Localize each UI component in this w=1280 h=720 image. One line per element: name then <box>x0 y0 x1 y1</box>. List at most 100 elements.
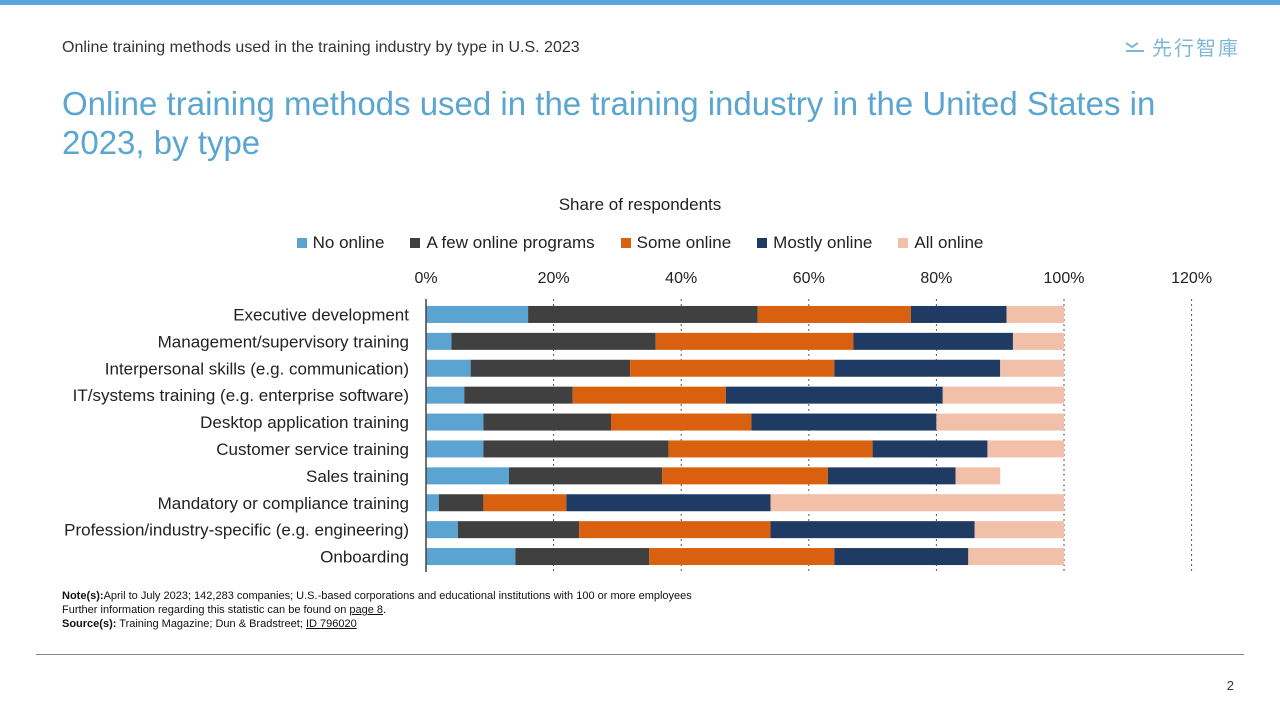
legend-item-a-few-online: A few online programs <box>410 233 595 253</box>
bar-segment <box>872 440 988 458</box>
bar-segment <box>668 440 873 458</box>
legend-swatch <box>620 238 631 248</box>
bar-segment <box>974 521 1064 539</box>
legend-item-no-online: No online <box>296 233 385 253</box>
page-title: Online training methods used in the trai… <box>62 85 1156 161</box>
source-line: Source(s): Training Magazine; Dun & Brad… <box>62 617 692 631</box>
notes-block: Note(s):April to July 2023; 142,283 comp… <box>62 589 692 631</box>
bar-segment <box>451 332 656 350</box>
legend-label: All online <box>914 233 984 252</box>
bar-segment <box>987 440 1064 458</box>
legend-swatch <box>410 238 421 248</box>
logo-text: 先行智庫 <box>1152 38 1240 60</box>
bottom-divider <box>36 654 1244 655</box>
bar-segment <box>853 332 1013 350</box>
legend-swatch <box>757 238 768 248</box>
source-text: Training Magazine; Dun & Bradstreet; <box>116 618 306 630</box>
bar-segment <box>483 440 669 458</box>
bar-segment <box>834 548 969 566</box>
legend-item-all-online: All online <box>898 233 983 253</box>
bar-segment <box>426 386 465 404</box>
further-text: Further information regarding this stati… <box>62 604 350 616</box>
bar-segment <box>508 467 663 485</box>
legend-label: No online <box>312 233 385 252</box>
x-tick-label: 0% <box>414 270 437 287</box>
bar-segment <box>827 467 956 485</box>
bar-segment <box>725 386 943 404</box>
page-number: 2 <box>1226 678 1234 693</box>
x-tick-label: 100% <box>1044 270 1085 287</box>
bar-segment <box>528 305 758 323</box>
bar-segment <box>942 386 1064 404</box>
bar-segment <box>426 521 458 539</box>
category-label: IT/systems training (e.g. enterprise sof… <box>73 386 409 405</box>
source-id-link[interactable]: ID 796020 <box>305 618 357 630</box>
x-tick-label: 80% <box>920 270 952 287</box>
bar-segment <box>457 521 580 539</box>
bar-segment <box>1012 332 1064 350</box>
bar-segment <box>483 413 612 431</box>
bar-segment <box>470 359 631 377</box>
bar-segment <box>426 305 529 323</box>
category-label: Management/supervisory training <box>158 332 409 351</box>
bar-segment <box>757 305 911 323</box>
brand-logo: 先行智庫 <box>1124 32 1240 61</box>
bar-segment <box>770 521 975 539</box>
legend-item-mostly-online: Mostly online <box>757 233 872 253</box>
further-end: . <box>383 604 387 616</box>
legend-label: A few online programs <box>426 233 595 252</box>
bar-segment <box>1006 305 1064 323</box>
bar-segment <box>426 359 471 377</box>
bar-segment <box>968 548 1064 566</box>
bar-segment <box>611 413 752 431</box>
legend-swatch <box>898 238 909 248</box>
bar-segment <box>515 548 650 566</box>
bar-segment <box>655 332 854 350</box>
page-subtitle: Online training methods used in the trai… <box>62 39 580 56</box>
bar-segment <box>910 305 1007 323</box>
bar-segment <box>1000 359 1064 377</box>
bar-segment <box>834 359 1001 377</box>
further-line: Further information regarding this stati… <box>62 603 692 617</box>
bar-segment <box>438 494 484 512</box>
category-label: Desktop application training <box>200 413 409 432</box>
bar-segment <box>426 440 484 458</box>
category-label: Profession/industry-specific (e.g. engin… <box>64 521 409 540</box>
category-label: Mandatory or compliance training <box>158 494 409 513</box>
bar-segment <box>426 413 484 431</box>
category-label: Executive development <box>233 305 409 324</box>
bar-segment <box>426 332 452 350</box>
page-link[interactable]: page 8 <box>349 604 384 616</box>
x-tick-label: 60% <box>793 270 825 287</box>
note-text: April to July 2023; 142,283 companies; U… <box>103 590 692 602</box>
bar-segment <box>566 494 771 512</box>
bar-segment <box>579 521 771 539</box>
legend-item-some-online: Some online <box>620 233 731 253</box>
bar-segment <box>572 386 726 404</box>
top-accent-bar <box>0 0 1280 5</box>
chart-legend: No online A few online programs Some onl… <box>0 233 1280 253</box>
x-tick-label: 40% <box>665 270 697 287</box>
bar-segment <box>426 494 439 512</box>
x-tick-label: 120% <box>1171 270 1212 287</box>
legend-label: Mostly online <box>773 233 873 252</box>
bar-segment <box>662 467 828 485</box>
note-line: Note(s):April to July 2023; 142,283 comp… <box>62 589 692 603</box>
bar-segment <box>649 548 835 566</box>
source-label: Source(s): <box>62 618 117 630</box>
bar-segment <box>483 494 567 512</box>
bar-segment <box>751 413 937 431</box>
x-tick-label: 20% <box>538 270 570 287</box>
category-label: Interpersonal skills (e.g. communication… <box>105 359 409 378</box>
bar-segment <box>770 494 1064 512</box>
wave-chevron-icon <box>1125 41 1144 52</box>
legend-swatch <box>296 238 307 248</box>
bar-segment <box>630 359 835 377</box>
bar-segment <box>464 386 573 404</box>
chart-title: Share of respondents <box>558 195 722 214</box>
category-label: Customer service training <box>216 440 409 459</box>
note-label: Note(s): <box>62 590 104 602</box>
bar-segment <box>936 413 1064 431</box>
bar-segment <box>955 467 1001 485</box>
